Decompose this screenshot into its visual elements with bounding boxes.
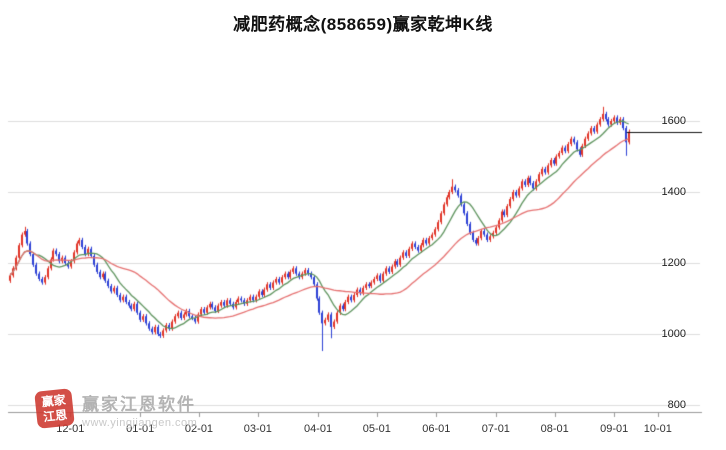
x-axis-tick-label: 07-01 bbox=[481, 423, 510, 435]
x-axis-tick-label: 05-01 bbox=[362, 423, 391, 435]
x-axis-tick-label: 04-01 bbox=[303, 423, 333, 435]
x-axis-tick-label: 10-01 bbox=[643, 423, 672, 435]
y-axis-tick-label: 1000 bbox=[661, 328, 686, 340]
y-axis-tick-label: 800 bbox=[667, 399, 686, 411]
watermark-text: 赢家江恩软件 www.yingjiangen.com bbox=[82, 390, 197, 429]
x-axis-tick-label: 06-01 bbox=[422, 423, 451, 435]
x-axis-tick-label: 09-01 bbox=[600, 423, 629, 435]
brand-seal-icon: 赢家 江恩 bbox=[34, 388, 75, 429]
y-axis-tick-label: 1400 bbox=[661, 186, 686, 198]
x-axis-tick-label: 01-01 bbox=[126, 423, 155, 435]
y-axis-tick-label: 1600 bbox=[661, 115, 686, 127]
seal-text-bottom: 江恩 bbox=[42, 407, 68, 424]
chart-title: 减肥药概念(858659)赢家乾坤K线 bbox=[233, 15, 493, 34]
watermark-brand: 赢家江恩软件 bbox=[82, 395, 196, 414]
y-axis-tick-label: 1200 bbox=[661, 257, 686, 269]
watermark: 赢家 江恩 赢家江恩软件 www.yingjiangen.com bbox=[34, 388, 197, 429]
x-axis-tick-label: 02-01 bbox=[184, 423, 214, 435]
x-axis-tick-label: 08-01 bbox=[540, 423, 569, 435]
x-axis-tick-label: 03-01 bbox=[243, 423, 272, 435]
watermark-url: www.yingjiangen.com bbox=[82, 417, 198, 429]
